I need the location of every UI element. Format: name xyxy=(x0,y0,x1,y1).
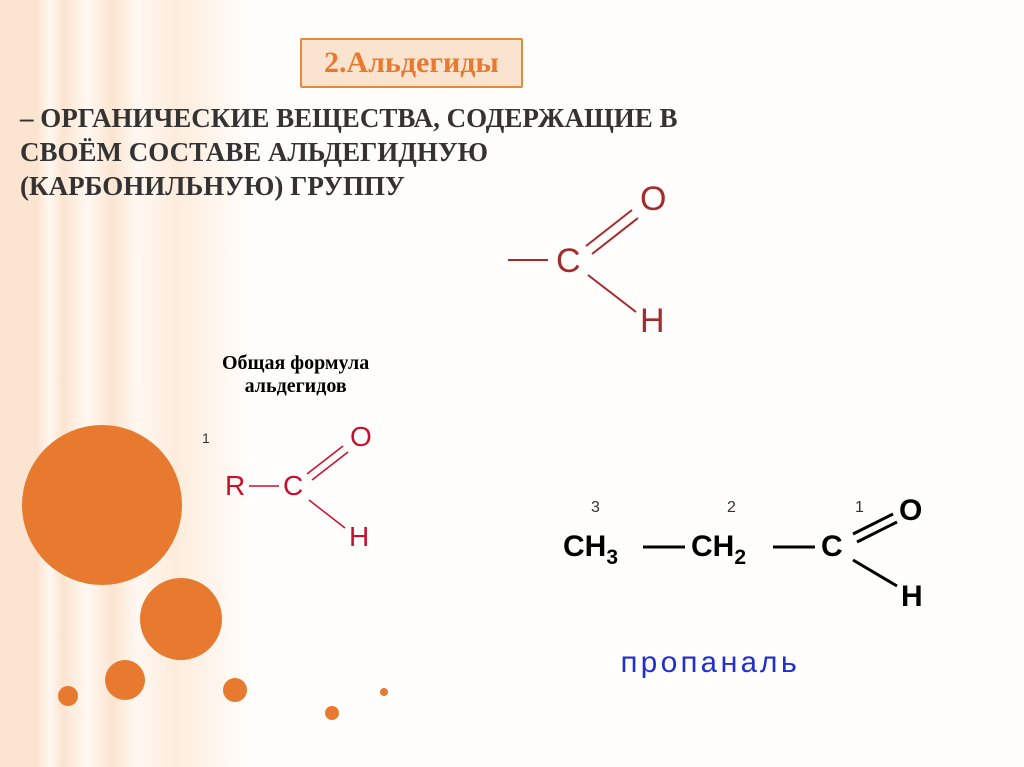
svg-text:O: O xyxy=(350,421,372,452)
svg-text:CH2: CH2 xyxy=(691,530,746,569)
general-formula-structure: R C O H xyxy=(215,420,415,565)
propanal-label: пропаналь xyxy=(620,648,800,682)
general-formula-svg: R C O H xyxy=(215,420,415,560)
section-title: 2.Альдегиды xyxy=(300,38,523,88)
general-formula-label-line2: альдегидов xyxy=(245,375,347,397)
svg-text:O: O xyxy=(899,494,922,527)
svg-text:CH3: CH3 xyxy=(563,530,618,569)
definition-dash: – xyxy=(20,103,34,133)
general-formula-label: Общая формула альдегидов xyxy=(222,352,369,398)
svg-text:3: 3 xyxy=(591,499,600,516)
decorative-circle xyxy=(105,660,145,700)
aldehyde-group-svg: C O H xyxy=(500,180,700,340)
decorative-circle xyxy=(58,686,78,706)
decorative-circle xyxy=(223,678,247,702)
svg-text:H: H xyxy=(901,580,923,613)
svg-text:C: C xyxy=(283,470,303,501)
svg-text:R: R xyxy=(225,470,245,501)
decorative-circle xyxy=(140,578,222,660)
decorative-circle xyxy=(380,688,388,696)
general-formula-label-line1: Общая формула xyxy=(222,352,369,374)
svg-text:2: 2 xyxy=(727,499,736,516)
definition-line3: (КАРБОНИЛЬНУЮ) ГРУППУ xyxy=(20,171,405,201)
svg-text:O: O xyxy=(640,180,666,218)
svg-text:H: H xyxy=(640,302,665,340)
definition-line2: СВОЁМ СОСТАВЕ АЛЬДЕГИДНУЮ xyxy=(20,137,488,167)
aldehyde-group-structure: C O H xyxy=(500,180,700,345)
decorative-circle xyxy=(22,425,182,585)
svg-text:C: C xyxy=(821,530,843,563)
definition-line1: ОРГАНИЧЕСКИЕ ВЕЩЕСТВА, СОДЕРЖАЩИЕ В xyxy=(40,103,677,133)
general-formula-number: 1 xyxy=(202,430,210,446)
propanal-svg: 3 2 1 CH3 CH2 C O H xyxy=(555,492,975,632)
propanal-structure: 3 2 1 CH3 CH2 C O H xyxy=(555,492,975,637)
svg-text:1: 1 xyxy=(855,499,864,516)
svg-text:C: C xyxy=(556,242,581,280)
title-text: 2.Альдегиды xyxy=(324,46,499,79)
decorative-circle xyxy=(325,706,339,720)
svg-text:H: H xyxy=(349,521,369,552)
